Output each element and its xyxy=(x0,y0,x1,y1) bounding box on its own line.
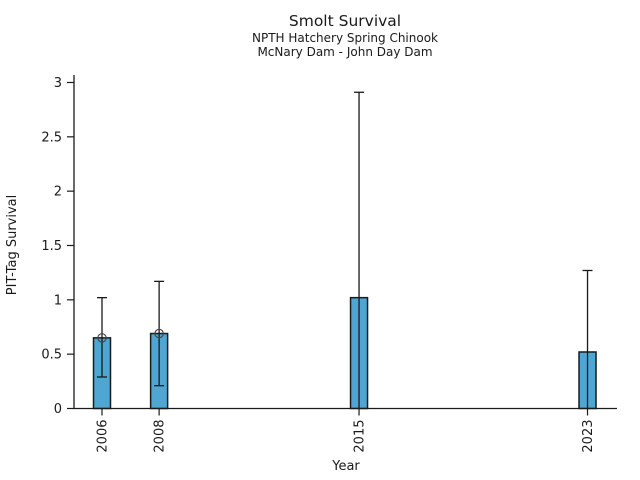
x-tick-label-2015: 2015 xyxy=(353,420,368,453)
x-tick-label-2023: 2023 xyxy=(581,420,596,453)
y-axis-ticks: 0 0.5 1 1.5 2 2.5 3 xyxy=(41,76,74,417)
y-tick-label-1.5: 1.5 xyxy=(41,239,62,254)
y-tick-label-0: 0 xyxy=(54,402,62,417)
y-tick-label-2: 2 xyxy=(54,185,62,200)
chart-title: Smolt Survival xyxy=(289,12,401,30)
bars-group xyxy=(92,91,597,410)
y-tick-label-0.5: 0.5 xyxy=(41,348,62,363)
y-tick-label-1: 1 xyxy=(54,293,62,308)
y-tick-label-2.5: 2.5 xyxy=(41,130,62,145)
x-axis-ticks: 2006 2008 2015 2023 xyxy=(96,408,596,453)
y-axis-label: PIT-Tag Survival xyxy=(5,195,20,295)
x-axis-label: Year xyxy=(331,459,360,474)
y-tick-label-3: 3 xyxy=(54,76,62,91)
chart-subtitle-line1: NPTH Hatchery Spring Chinook xyxy=(252,31,438,45)
x-tick-label-2006: 2006 xyxy=(96,420,111,453)
point-marker-2008 xyxy=(154,328,164,339)
point-marker-2006 xyxy=(97,333,107,343)
chart-subtitle-line2: McNary Dam - John Day Dam xyxy=(257,45,432,59)
x-tick-label-2008: 2008 xyxy=(153,420,168,453)
